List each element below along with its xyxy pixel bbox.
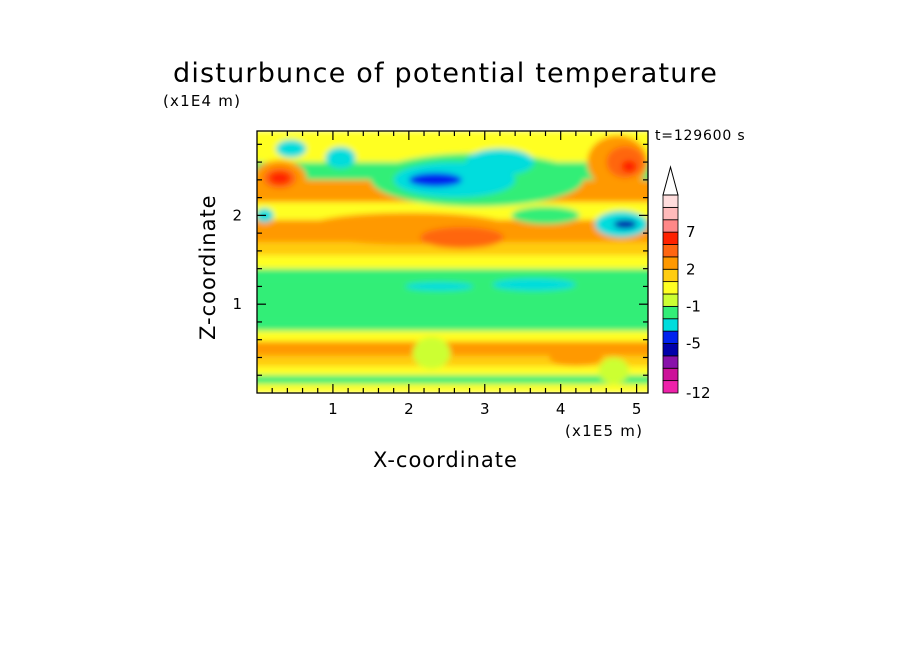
contour-feature	[598, 357, 630, 385]
colorbar-segment	[662, 244, 679, 258]
colorbar-segment	[662, 231, 679, 245]
contour-band	[257, 321, 648, 331]
contour-fill	[257, 131, 648, 393]
colorbar-segment	[662, 281, 679, 295]
chart-title: disturbunce of potential temperature	[173, 58, 719, 89]
colorbar-label: 2	[686, 260, 696, 278]
x-tick-label: 3	[480, 400, 490, 418]
colorbar-segment	[662, 380, 679, 394]
contour-band	[257, 375, 648, 385]
plot-frame	[256, 130, 649, 394]
contour-band	[257, 366, 648, 376]
colorbar-label: -1	[686, 297, 701, 315]
y-tick-label: 1	[232, 295, 242, 313]
y-tick-label: 2	[232, 206, 242, 224]
contour-feature	[275, 139, 307, 158]
contour-feature	[492, 278, 576, 291]
x-axis-label: X-coordinate	[373, 448, 518, 472]
colorbar-extension	[662, 165, 679, 196]
x-tick-label: 5	[632, 400, 642, 418]
colorbar: -12-5-127	[662, 165, 711, 402]
contour-feature	[549, 348, 603, 367]
colorbar-segment	[662, 268, 679, 283]
y-axis-unit: (x1E4 m)	[163, 92, 242, 110]
contour-band	[257, 384, 648, 393]
contour-field	[257, 131, 648, 393]
contour-feature	[325, 146, 356, 169]
contour-band	[257, 355, 648, 367]
colorbar-segment	[662, 194, 679, 208]
y-axis: 12	[232, 143, 648, 376]
colorbar-segment	[662, 293, 679, 307]
time-label: t=129600 s	[655, 128, 746, 144]
contour-feature	[511, 206, 580, 225]
x-tick-label: 4	[556, 400, 566, 418]
contour-feature	[269, 171, 291, 185]
contour-feature	[420, 226, 504, 249]
contour-feature	[621, 160, 637, 173]
colorbar-label: -5	[686, 335, 701, 353]
contour-feature	[465, 148, 535, 176]
contour-band	[257, 341, 648, 356]
colorbar-segment	[662, 355, 679, 369]
contour-band	[257, 330, 648, 342]
colorbar-label: -12	[686, 384, 711, 402]
contour-band	[257, 255, 648, 269]
colorbar-segment	[662, 318, 679, 332]
contour-feature	[412, 337, 451, 370]
x-axis-unit: (x1E5 m)	[565, 422, 644, 440]
contour-band	[257, 268, 648, 282]
x-tick-label: 2	[404, 400, 414, 418]
colorbar-segment	[662, 305, 679, 320]
y-axis-label: Z-coordinate	[196, 194, 220, 340]
colorbar-segment	[662, 219, 679, 233]
colorbar-segment	[662, 343, 679, 357]
contour-feature	[405, 281, 474, 291]
x-axis: 1 2 3 4 5	[271, 131, 642, 418]
colorbar-label: 7	[686, 223, 696, 241]
colorbar-segment	[662, 330, 679, 344]
colorbar-segment	[662, 206, 679, 221]
contour-feature	[613, 219, 637, 229]
colorbar-segment	[662, 367, 679, 382]
contour-feature	[408, 172, 462, 187]
colorbar-segment	[662, 256, 679, 270]
x-tick-label: 1	[328, 400, 338, 418]
contour-band	[257, 242, 648, 256]
